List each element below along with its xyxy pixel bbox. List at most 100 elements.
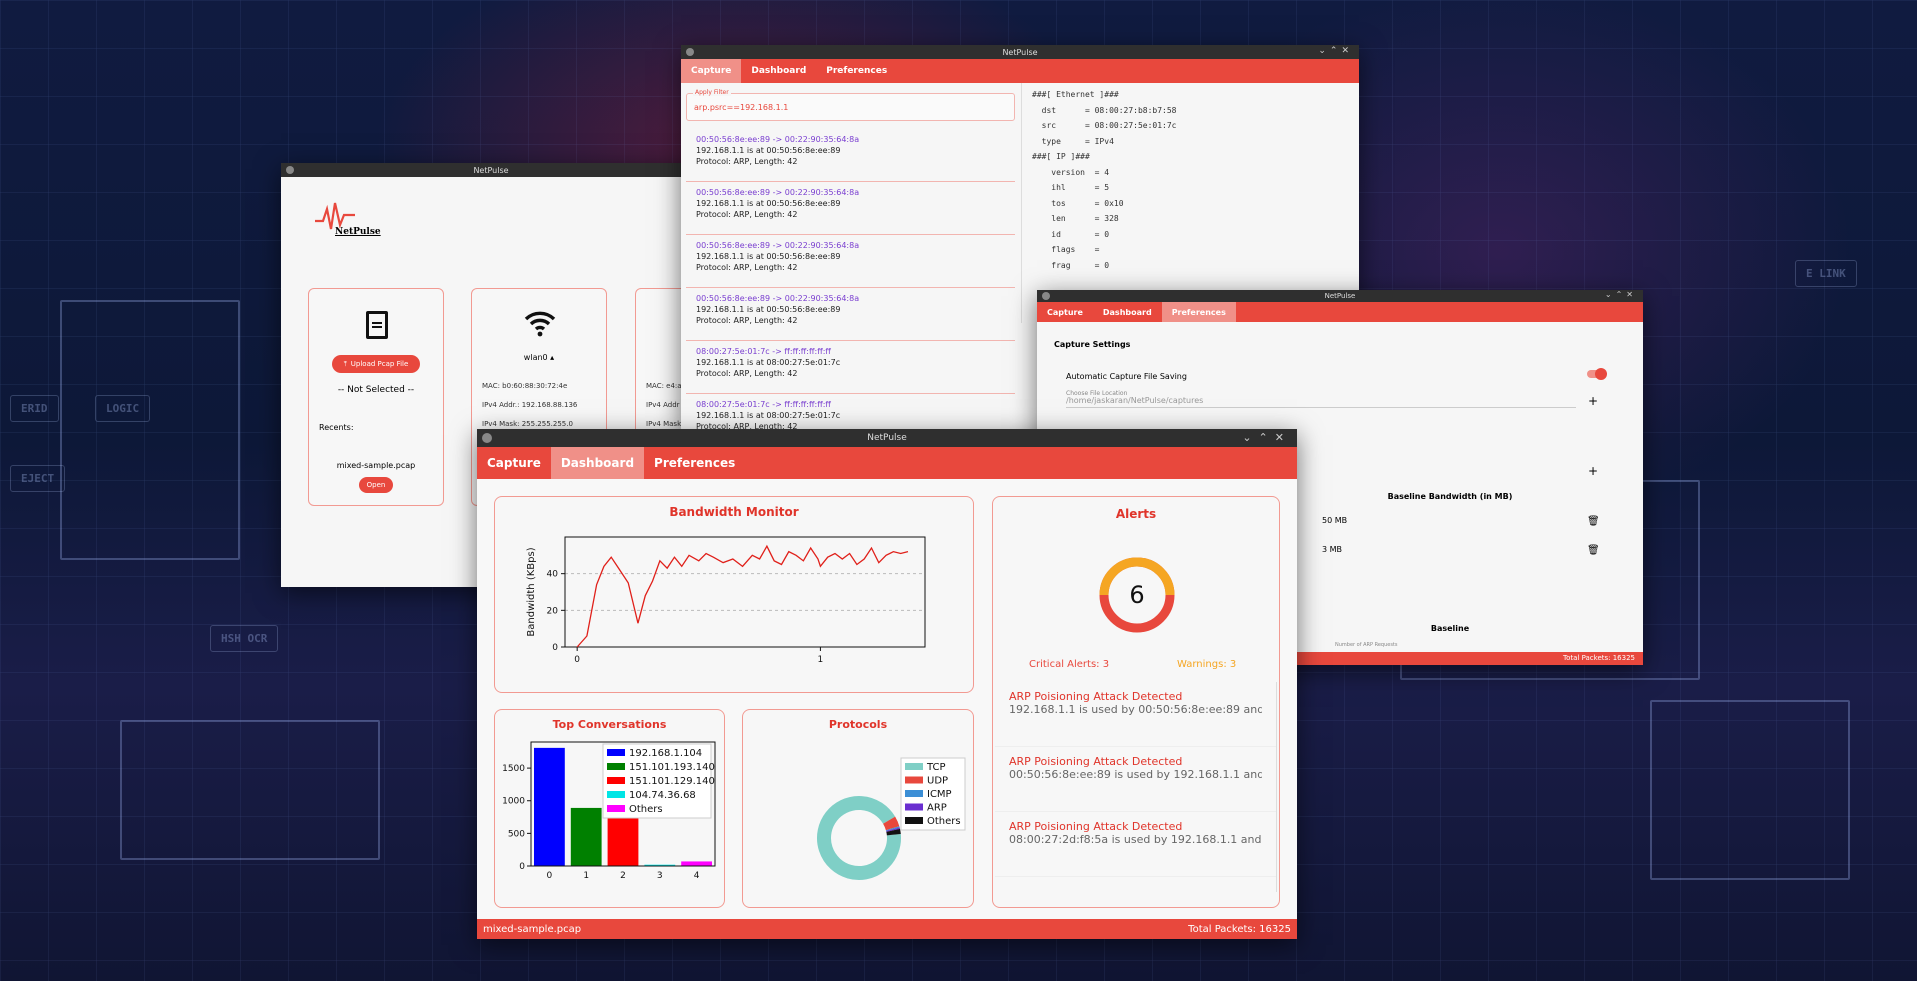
slice-4 — [886, 828, 901, 836]
tab-dashboard[interactable]: Dashboard — [550, 447, 645, 479]
title-bar: NetPulse — [281, 163, 701, 177]
packet-line: Protocol: ARP, Length: 42 — [696, 369, 798, 378]
detail-line: ihl = 5 — [1032, 183, 1110, 192]
plot-frame — [564, 536, 926, 648]
tab-dashboard[interactable]: Dashboard — [751, 66, 807, 76]
conversations-card: Top Conversations 0 500 1000 1500 0 1 2 3 4 192.1… — [494, 709, 725, 908]
tab-capture[interactable]: Capture — [681, 59, 742, 83]
tab-capture[interactable]: Capture — [1047, 307, 1083, 317]
title-bar: NetPulse ⌄⌃✕ — [1037, 290, 1643, 302]
bar-1 — [570, 807, 602, 866]
legend-label: 104.74.36.68 — [629, 790, 696, 801]
conversations-title: Top Conversations — [552, 718, 667, 731]
ipv4-mask-2: IPv4 Mask — [646, 420, 682, 428]
critical-count: Critical Alerts: 3 — [1029, 659, 1110, 670]
detail-line: ###[ IP ]### — [1032, 152, 1090, 161]
packet-header: 00:50:56:8e:ee:89 -> 00:22:90:35:64:8a — [696, 241, 860, 250]
legend-label: ARP — [927, 803, 947, 814]
alerts-title: Alerts — [1115, 507, 1157, 521]
protocols-title: Protocols — [828, 718, 888, 731]
trash-icon[interactable]: 🗑 — [1587, 516, 1600, 527]
tab-capture[interactable]: Capture — [487, 456, 541, 470]
y-axis-label: Bandwidth (KBps) — [526, 547, 537, 636]
legend-swatch — [905, 803, 923, 811]
packet-row[interactable]: 08:00:27:5e:01:7c -> ff:ff:ff:ff:ff:ff 19… — [686, 394, 1015, 435]
y-tick-label: 1000 — [502, 797, 525, 807]
wifi-icon — [524, 311, 556, 337]
location-input[interactable]: /home/jaskaran/NetPulse/captures — [1066, 396, 1576, 408]
packet-details: ###[ Ethernet ]### dst = 08:00:27:b8:b7:… — [1021, 83, 1359, 323]
alert-item[interactable]: ARP Poisioning Attack Detected 192.168.1.… — [995, 682, 1276, 747]
x-tick-label: 1 — [583, 871, 589, 881]
filter-label: Apply Filter — [693, 89, 731, 96]
filter-input[interactable]: arp.psrc==192.168.1.1 — [694, 103, 789, 112]
bar-3 — [644, 864, 676, 866]
bar-2 — [607, 817, 639, 866]
title-bar: NetPulse ⌄⌃✕ — [681, 45, 1359, 59]
trash-icon[interactable]: 🗑 — [1587, 545, 1600, 556]
current-file: mixed-sample.pcap — [483, 923, 582, 935]
legend-label: 192.168.1.104 — [629, 748, 702, 759]
packet-line: Protocol: ARP, Length: 42 — [696, 422, 798, 431]
packet-row[interactable]: 00:50:56:8e:ee:89 -> 00:22:90:35:64:8a 19… — [686, 235, 1015, 288]
chevron-down-icon[interactable]: ▴ — [550, 353, 555, 362]
alert-title: ARP Poisioning Attack Detected — [1009, 690, 1183, 703]
file-card: ⤒ Upload Pcap File -- Not Selected -- Rec… — [308, 288, 444, 506]
window-title: NetPulse — [1324, 292, 1356, 300]
packet-list[interactable]: 00:50:56:8e:ee:89 -> 00:22:90:35:64:8a 19… — [686, 129, 1015, 435]
slice-1 — [882, 816, 900, 831]
detail-line: id = 0 — [1032, 229, 1110, 239]
tab-preferences[interactable]: Preferences — [654, 456, 736, 470]
conversations-chart: 0 500 1000 1500 0 1 2 3 4 192.168.1.104 151.101.19… — [502, 741, 716, 881]
ipv4-address-2: IPv4 Addr — [646, 401, 680, 409]
selected-file-label: -- Not Selected -- — [337, 385, 415, 395]
auto-save-toggle[interactable] — [1587, 368, 1607, 380]
tab-dashboard[interactable]: Dashboard — [1102, 307, 1152, 317]
detail-line: src = 08:00:27:5e:01:7c — [1032, 121, 1177, 130]
status-bar: mixed-sample.pcap Total Packets: 16325 — [477, 919, 1297, 939]
alert-count: 6 — [1129, 581, 1144, 609]
tab-preferences[interactable]: Preferences — [1161, 302, 1236, 322]
y-tick-label: 20 — [547, 606, 559, 616]
detail-line: ###[ Ethernet ]### — [1032, 90, 1119, 99]
alert-title: ARP Poisioning Attack Detected — [1009, 820, 1183, 833]
add-location-icon[interactable]: + — [1588, 394, 1599, 408]
alert-item[interactable]: ARP Poisioning Attack Detected 00:50:56:8… — [995, 747, 1276, 812]
legend-swatch — [905, 817, 923, 824]
packet-row[interactable]: 00:50:56:8e:ee:89 -> 00:22:90:35:64:8a 19… — [686, 288, 1015, 341]
location-label: Choose File Location — [1066, 390, 1128, 397]
upload-pcap-button[interactable]: ⤒ Upload Pcap File — [332, 355, 420, 373]
packet-header: 08:00:27:5e:01:7c -> ff:ff:ff:ff:ff:ff — [696, 400, 831, 409]
y-tick-label: 0 — [519, 862, 525, 872]
y-tick-label: 0 — [552, 643, 558, 653]
alert-detail: 08:00:27:2d:f8:5a is used by 192.168.1.1… — [1009, 833, 1262, 846]
legend-label: 151.101.129.140 — [629, 776, 715, 787]
legend-swatch — [905, 776, 923, 784]
filter-field[interactable]: Apply Filter arp.psrc==192.168.1.1 — [686, 89, 1015, 121]
recent-file-item[interactable]: mixed-sample.pcap — [336, 461, 416, 470]
bandwidth-row: 3 MB — [1322, 545, 1343, 554]
plot-frame — [530, 741, 716, 867]
detail-line: tos = 0x10 — [1032, 198, 1124, 208]
packet-line: 192.168.1.1 is at 00:50:56:8e:ee:89 — [696, 305, 841, 314]
packet-row[interactable]: 00:50:56:8e:ee:89 -> 00:22:90:35:64:8a 19… — [686, 129, 1015, 182]
legend-label: UDP — [927, 776, 948, 787]
packet-row[interactable]: 08:00:27:5e:01:7c -> ff:ff:ff:ff:ff:ff 19… — [686, 341, 1015, 394]
legend-label: Others — [629, 804, 663, 815]
tab-preferences[interactable]: Preferences — [826, 66, 888, 76]
alert-item[interactable]: ARP Poisioning Attack Detected 08:00:27:2… — [995, 812, 1276, 877]
alert-list[interactable]: ARP Poisioning Attack Detected 192.168.1.… — [995, 682, 1277, 892]
section-title: Capture Settings — [1054, 340, 1131, 349]
packet-line: Protocol: ARP, Length: 42 — [696, 263, 798, 272]
bar-4 — [681, 861, 712, 866]
baseline-header: Baseline — [1430, 624, 1470, 633]
window-controls[interactable]: ⌄⌃✕ — [1242, 431, 1291, 444]
window-title: NetPulse — [473, 165, 509, 175]
detail-line: len = 328 — [1032, 214, 1119, 223]
packet-row[interactable]: 00:50:56:8e:ee:89 -> 00:22:90:35:64:8a 19… — [686, 182, 1015, 235]
add-baseline-icon[interactable]: + — [1588, 464, 1599, 478]
window-controls[interactable]: ⌄⌃✕ — [1604, 290, 1637, 299]
window-title: NetPulse — [1002, 47, 1038, 57]
open-button[interactable]: Open — [359, 477, 393, 493]
window-controls[interactable]: ⌄⌃✕ — [1318, 46, 1353, 56]
